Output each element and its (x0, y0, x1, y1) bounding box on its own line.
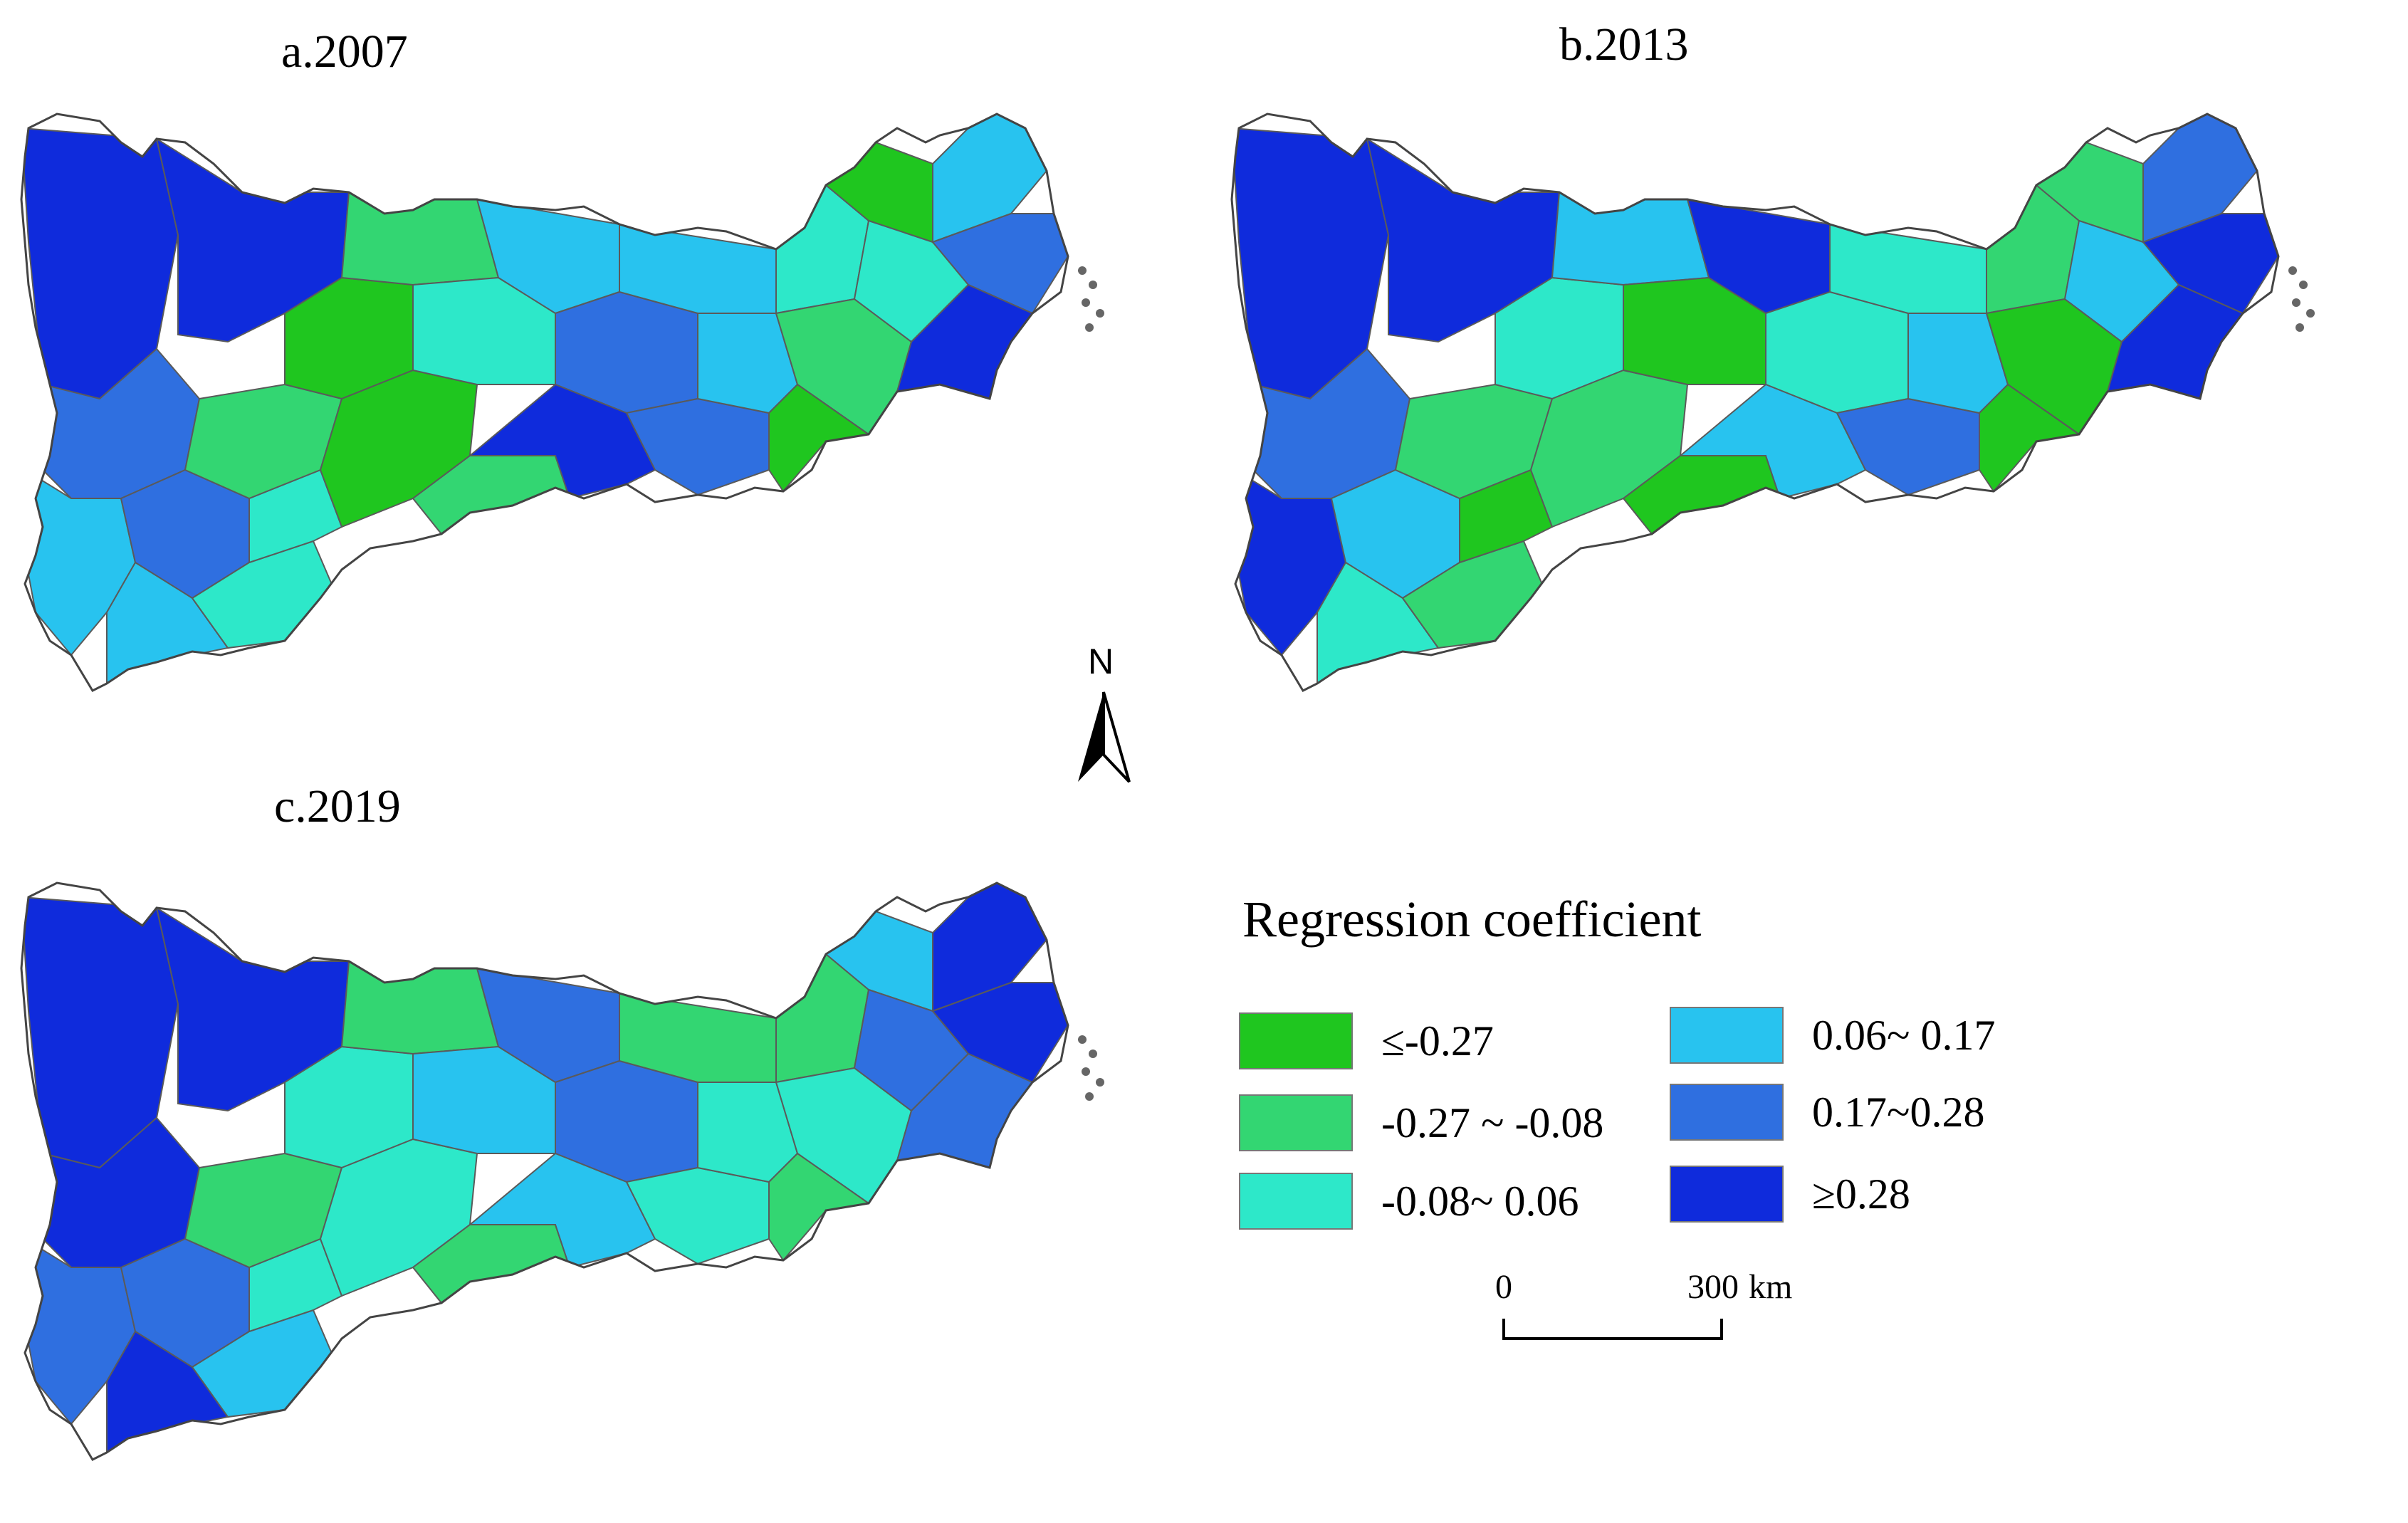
scale-end-label: 300 (1687, 1268, 1739, 1306)
island (1085, 1092, 1094, 1101)
legend-item: ≥0.28 (1670, 1164, 1910, 1224)
map-outline (20, 112, 1069, 692)
legend-swatch (1670, 1084, 1784, 1141)
legend-swatch (1239, 1173, 1353, 1230)
panel-title-b: b.2013 (1559, 19, 1689, 70)
north-arrow-icon (1078, 691, 1131, 783)
map-region (1829, 223, 1987, 314)
island (1096, 1078, 1104, 1087)
legend-item: 0.06~ 0.17 (1670, 1005, 1995, 1065)
legend-item: -0.27 ~ -0.08 (1239, 1093, 1603, 1153)
north-arrow: N (1068, 641, 1139, 783)
map-region (625, 1166, 770, 1265)
map-panel-c (20, 881, 1104, 1461)
island (1096, 309, 1104, 318)
scale-bar: 0 300 km (1495, 1267, 1792, 1353)
legend-label: 0.06~ 0.17 (1812, 1011, 1996, 1059)
legend-swatch (1239, 1012, 1353, 1069)
legend-swatch (1670, 1007, 1784, 1064)
map-region (468, 1152, 656, 1269)
legend-label: ≤-0.27 (1381, 1017, 1494, 1064)
island (1089, 1050, 1097, 1058)
island (1078, 266, 1087, 275)
island (2292, 298, 2300, 307)
island (1089, 281, 1097, 289)
island (2288, 266, 2297, 275)
panel-title-c: c.2019 (274, 780, 401, 832)
island (1082, 1067, 1090, 1076)
map-region (619, 223, 777, 314)
legend-label: -0.27 ~ -0.08 (1381, 1099, 1604, 1146)
island (2296, 323, 2304, 332)
map-panel-a (20, 112, 1104, 692)
north-arrow-label: N (1088, 642, 1114, 681)
legend-swatch (1239, 1094, 1353, 1151)
map-outline (20, 881, 1069, 1461)
panel-title-a: a.2007 (281, 26, 408, 78)
scale-start-label: 0 (1495, 1268, 1512, 1306)
legend-label: ≥0.28 (1812, 1170, 1910, 1218)
legend-label: -0.08~ 0.06 (1381, 1177, 1579, 1225)
legend-item: ≤-0.27 (1239, 1011, 1494, 1071)
map-region (1678, 383, 1867, 500)
legend-item: 0.17~0.28 (1670, 1082, 1984, 1142)
island (1082, 298, 1090, 307)
map-outline (1230, 112, 2280, 692)
legend-item: -0.08~ 0.06 (1239, 1171, 1579, 1231)
map-panel-b (1230, 112, 2315, 692)
island (2306, 309, 2315, 318)
legend-label: 0.17~0.28 (1812, 1088, 1985, 1136)
map-region (468, 383, 656, 500)
island (1085, 323, 1094, 332)
legend-title: Regression coefficient (1242, 891, 1702, 948)
scale-bar-line (1502, 1319, 1723, 1340)
map-region (619, 992, 777, 1083)
island (2299, 281, 2308, 289)
legend-swatch (1670, 1166, 1784, 1223)
map-region (1836, 397, 1980, 496)
map-region (625, 397, 770, 496)
island (1078, 1035, 1087, 1044)
scale-unit-label: km (1749, 1268, 1793, 1306)
